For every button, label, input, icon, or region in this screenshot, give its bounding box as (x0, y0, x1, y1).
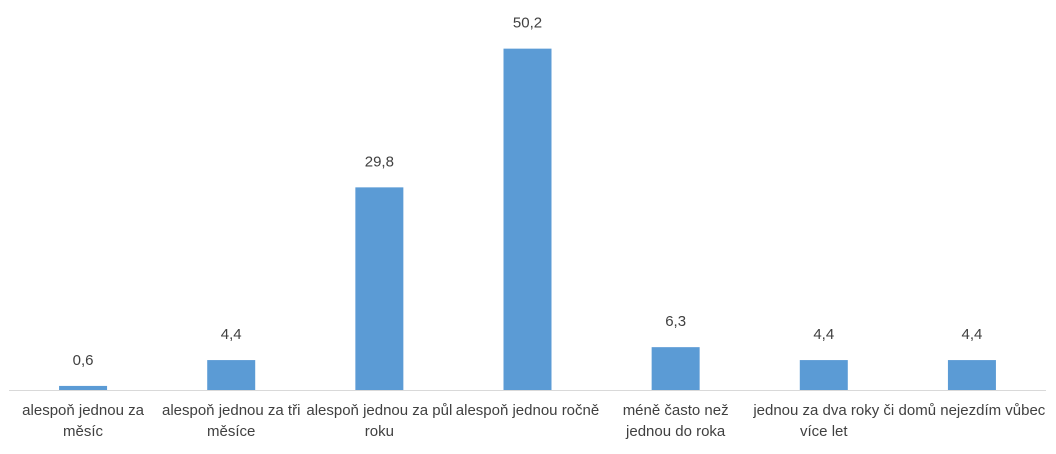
value-label: 4,4 (813, 326, 834, 343)
x-tick-label: alespoň jednou za půl roku (306, 402, 453, 440)
value-label: 0,6 (73, 352, 94, 369)
value-label: 50,2 (513, 15, 542, 32)
bar (799, 360, 848, 390)
bar (947, 360, 996, 390)
x-tick-label: jednou za dva roky či více let (753, 402, 895, 440)
value-label: 6,3 (665, 313, 686, 330)
x-tick-label: alespoň jednou za měsíc (22, 402, 144, 440)
value-label: 29,8 (365, 153, 394, 170)
bar (503, 48, 552, 390)
value-label: 4,4 (961, 326, 982, 343)
x-tick-label: méně často než jednou do roka (622, 402, 729, 440)
x-tick-label: domů nejezdím vůbec (898, 402, 1046, 419)
x-tick-label: alespoň jednou ročně (455, 402, 600, 419)
bar (59, 385, 108, 390)
x-tick-label: alespoň jednou za tři měsíce (161, 402, 301, 440)
bar (207, 360, 256, 390)
bar (651, 347, 700, 390)
bar (355, 187, 404, 390)
value-label: 4,4 (221, 326, 242, 343)
